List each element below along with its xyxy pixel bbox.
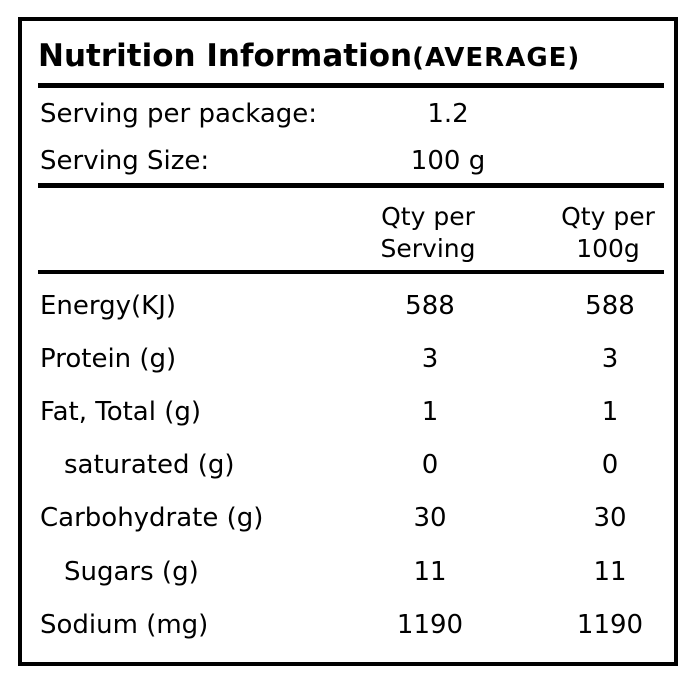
nutrient-value-protein-per-100g: 3 — [601, 344, 619, 374]
column-header-per-100g: Qty per 100g — [561, 201, 655, 265]
title-qualifier: (AVERAGE) — [412, 43, 581, 73]
nutrient-label-energy: Energy(KJ) — [40, 291, 177, 321]
column-header-per-100g-line2: 100g — [576, 234, 640, 263]
nutrient-value-protein-per-serving: 3 — [421, 344, 439, 374]
nutrient-value-carbohydrate-per-serving: 30 — [413, 503, 447, 533]
title-divider — [38, 83, 664, 88]
nutrient-value-energy-per-serving: 588 — [405, 291, 455, 321]
servings-per-package-value: 1.2 — [427, 99, 469, 129]
nutrient-label-protein: Protein (g) — [40, 344, 177, 374]
nutrient-value-saturated-per-serving: 0 — [421, 450, 439, 480]
nutrient-value-fat-total-per-serving: 1 — [421, 397, 439, 427]
servings-per-package-label: Serving per package: — [40, 99, 318, 129]
column-header-per-serving-line2: Serving — [380, 234, 476, 263]
nutrient-value-energy-per-100g: 588 — [585, 291, 635, 321]
column-header-per-serving: Qty per Serving — [381, 201, 476, 265]
serving-size-value: 100 g — [410, 146, 486, 176]
nutrition-panel: Nutrition Information(AVERAGE) Serving p… — [18, 17, 678, 666]
nutrient-label-saturated: saturated (g) — [64, 450, 235, 480]
serving-size-label: Serving Size: — [40, 146, 210, 176]
nutrient-value-sugars-per-100g: 11 — [593, 557, 627, 587]
column-header-per-serving-line1: Qty per — [381, 202, 475, 231]
panel-title: Nutrition Information(AVERAGE) — [38, 41, 580, 72]
nutrient-label-carbohydrate: Carbohydrate (g) — [40, 503, 264, 533]
nutrient-value-sugars-per-serving: 11 — [413, 557, 447, 587]
header-divider — [38, 270, 664, 274]
serving-divider — [38, 183, 664, 188]
nutrient-label-sugars: Sugars (g) — [64, 557, 199, 587]
nutrient-value-carbohydrate-per-100g: 30 — [593, 503, 627, 533]
nutrient-value-sodium-per-serving: 1190 — [396, 610, 464, 640]
nutrient-value-saturated-per-100g: 0 — [601, 450, 619, 480]
nutrient-value-sodium-per-100g: 1190 — [576, 610, 644, 640]
nutrient-value-fat-total-per-100g: 1 — [601, 397, 619, 427]
nutrient-label-fat-total: Fat, Total (g) — [40, 397, 202, 427]
title-main: Nutrition Information — [38, 38, 413, 74]
column-header-per-100g-line1: Qty per — [561, 202, 655, 231]
nutrient-label-sodium: Sodium (mg) — [40, 610, 209, 640]
